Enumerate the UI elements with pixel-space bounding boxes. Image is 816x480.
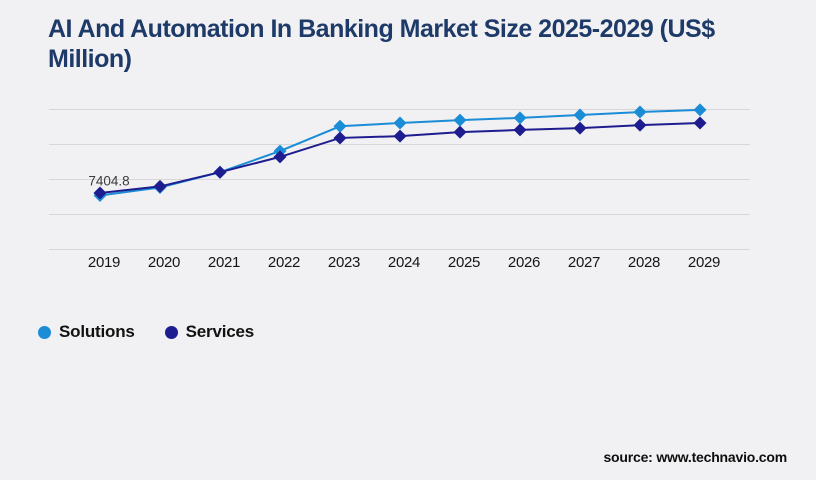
- chart-title: AI And Automation In Banking Market Size…: [48, 14, 788, 74]
- services-point-2025[interactable]: [453, 125, 467, 139]
- solutions-point-2027[interactable]: [573, 108, 587, 122]
- x-axis-label-2023: 2023: [328, 254, 360, 271]
- x-axis-label-2025: 2025: [448, 254, 480, 271]
- x-axis-label-2021: 2021: [208, 254, 240, 271]
- legend-label-solutions: Solutions: [59, 322, 135, 341]
- x-axis-label-2027: 2027: [568, 254, 600, 271]
- services-point-2026[interactable]: [513, 123, 527, 137]
- services-point-2024[interactable]: [393, 129, 407, 143]
- services-point-2023[interactable]: [333, 131, 347, 145]
- solutions-point-2028[interactable]: [633, 105, 647, 119]
- services-point-2029[interactable]: [693, 116, 707, 130]
- services-point-2021[interactable]: [213, 165, 227, 179]
- legend-label-services: Services: [185, 322, 255, 341]
- services-series-marker-icon: [164, 325, 178, 339]
- x-axis-label-2022: 2022: [268, 254, 300, 271]
- services-point-2028[interactable]: [633, 118, 647, 132]
- x-axis-label-2024: 2024: [388, 254, 420, 271]
- source-attribution: source: www.technavio.com: [603, 449, 787, 465]
- chart-title-line1: AI And Automation In Banking Market Size…: [48, 15, 715, 43]
- solutions-point-2029[interactable]: [693, 103, 707, 117]
- x-axis-label-2029: 2029: [688, 254, 720, 271]
- services-point-2019[interactable]: [93, 186, 107, 200]
- x-axis-label-2020: 2020: [148, 254, 180, 271]
- solutions-point-2023[interactable]: [333, 119, 347, 133]
- solutions-series-marker-icon: [38, 325, 51, 339]
- legend: Solutions Services: [38, 322, 254, 342]
- legend-item-solutions[interactable]: Solutions: [38, 322, 135, 342]
- services-point-2020[interactable]: [153, 179, 167, 193]
- data-label-2019: 7404.8: [88, 174, 129, 189]
- legend-item-services[interactable]: Services: [164, 322, 255, 342]
- chart-title-line2: Million): [48, 45, 132, 73]
- x-axis-label-2019: 2019: [88, 254, 120, 271]
- x-axis-label-2026: 2026: [508, 254, 540, 271]
- solutions-point-2024[interactable]: [393, 116, 407, 130]
- solutions-point-2025[interactable]: [453, 113, 467, 127]
- services-point-2027[interactable]: [573, 121, 587, 135]
- solutions-point-2026[interactable]: [513, 111, 527, 125]
- x-axis-label-2028: 2028: [628, 254, 660, 271]
- market-size-line-chart: 7404.8 2019 2020 2021 2022 2023 2024 2025 2026 20…: [49, 103, 750, 271]
